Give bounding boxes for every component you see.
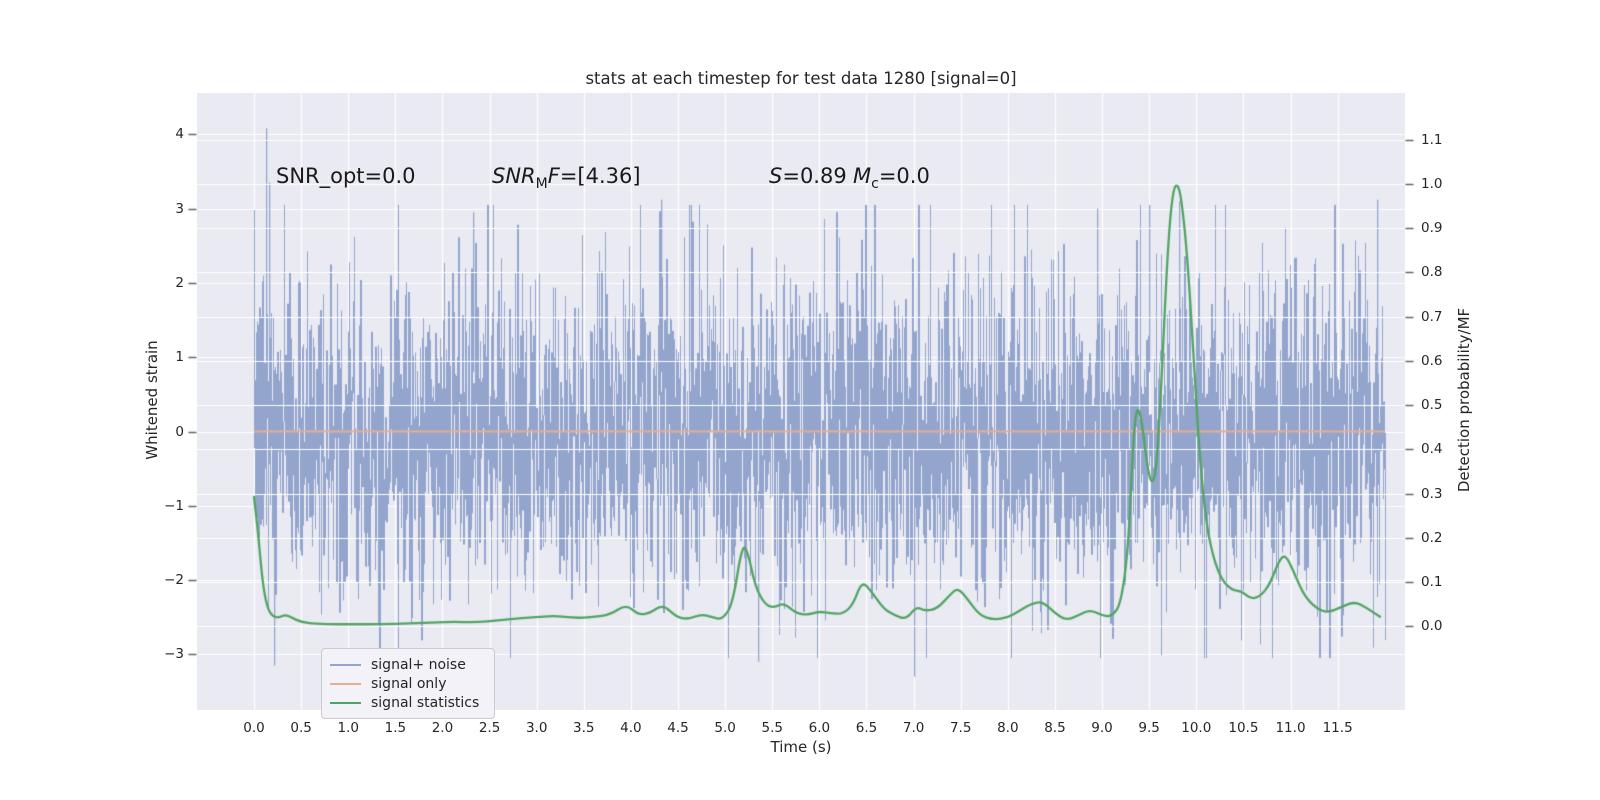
- y-right-tick-label: 0.2: [1421, 529, 1443, 546]
- y-left-tick-label: 3: [175, 200, 184, 217]
- annotation-value: =0.89: [782, 164, 847, 188]
- y-left-tick-label: −2: [164, 572, 184, 589]
- x-tick-label: 3.5: [573, 720, 595, 736]
- y-right-tick-label: 1.0: [1421, 175, 1443, 192]
- x-axis-label: Time (s): [770, 738, 832, 756]
- x-tick-label: 9.0: [1091, 720, 1113, 736]
- x-tick-label: 8.0: [997, 720, 1019, 736]
- x-tick-label: 5.5: [761, 720, 783, 736]
- x-tick-label: 11.0: [1275, 720, 1306, 736]
- x-tick-label: 6.5: [855, 720, 878, 736]
- legend-item-signal-noise: signal+ noise: [330, 656, 484, 674]
- chart-title: stats at each timestep for test data 128…: [585, 69, 1017, 88]
- annotation-subscript: c: [871, 176, 879, 193]
- y-right-tick-label: 0.6: [1421, 352, 1443, 369]
- x-tick-label: 7.5: [949, 720, 972, 736]
- x-tick-label: 0.0: [243, 720, 265, 736]
- x-tick-label: 1.0: [337, 720, 359, 736]
- y-right-tick-label: 0.4: [1421, 441, 1443, 458]
- legend: signal+ noise signal only signal statist…: [321, 648, 495, 719]
- annotation-snr-opt: SNR_opt=0.0: [276, 164, 416, 188]
- annotation-value: =[4.36]: [559, 164, 641, 188]
- x-tick-label: 10.5: [1228, 720, 1259, 736]
- annotation-subscript: M: [535, 176, 548, 193]
- x-tick-label: 6.0: [808, 720, 831, 736]
- x-tick-label: 8.5: [1044, 720, 1066, 736]
- y-left-tick-label: 4: [175, 126, 184, 143]
- x-tick-label: 4.5: [667, 720, 689, 736]
- legend-item-signal-statistics: signal statistics: [330, 694, 484, 712]
- x-tick-label: 5.0: [714, 720, 736, 736]
- annotation-base: M: [853, 164, 872, 188]
- legend-item-signal-only: signal only: [330, 675, 484, 693]
- annotation-mc: Mc=0.0: [853, 164, 930, 192]
- y-right-tick-label: 0.8: [1421, 264, 1443, 281]
- legend-label: signal+ noise: [371, 657, 466, 673]
- annotation-s: S=0.89: [769, 164, 847, 188]
- annotation-mid: F: [547, 164, 560, 188]
- annotation-snr-mf: SNRMF=[4.36]: [492, 164, 641, 192]
- x-tick-label: 10.0: [1181, 720, 1212, 736]
- x-tick-label: 3.0: [525, 720, 548, 736]
- y-left-tick-label: 0: [175, 423, 184, 440]
- x-tick-label: 2.5: [478, 720, 501, 736]
- y-right-tick-label: 1.1: [1421, 131, 1443, 148]
- annotation-text: SNR_opt=0.0: [276, 164, 416, 188]
- y-left-tick-label: 2: [175, 274, 184, 291]
- x-tick-label: 0.5: [290, 720, 312, 736]
- y-right-tick-label: 0.1: [1421, 574, 1443, 591]
- x-tick-label: 1.5: [384, 720, 407, 736]
- x-tick-label: 11.5: [1322, 720, 1353, 736]
- y-left-tick-label: 1: [175, 349, 184, 366]
- y-axis-label-right: Detection probability/MF: [1455, 307, 1473, 493]
- x-tick-label: 4.0: [620, 720, 642, 736]
- annotation-base: SNR: [492, 164, 536, 188]
- y-right-tick-label: 0.9: [1421, 220, 1443, 237]
- annotation-base: S: [769, 164, 783, 188]
- y-axis-label-left: Whitened strain: [143, 340, 161, 460]
- y-left-tick-label: −1: [164, 497, 184, 514]
- y-left-tick-label: −3: [164, 646, 184, 663]
- x-tick-label: 7.0: [902, 720, 925, 736]
- legend-line-swatch: [330, 702, 361, 704]
- y-right-tick-label: 0.5: [1421, 397, 1443, 414]
- legend-label: signal statistics: [371, 695, 480, 711]
- legend-line-swatch: [330, 664, 361, 666]
- legend-label: signal only: [371, 676, 447, 692]
- x-tick-label: 9.5: [1138, 720, 1160, 736]
- y-right-tick-label: 0.7: [1421, 308, 1443, 325]
- y-right-tick-label: 0.3: [1421, 485, 1443, 502]
- legend-line-swatch: [330, 683, 361, 685]
- annotation-value: =0.0: [878, 164, 930, 188]
- x-tick-label: 2.0: [431, 720, 454, 736]
- y-right-tick-label: 0.0: [1421, 618, 1443, 635]
